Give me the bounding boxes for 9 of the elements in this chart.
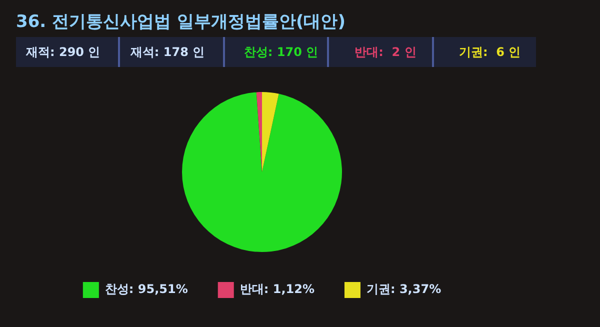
text: 반대: 2 인: [327, 37, 432, 67]
text: 재적: 290 인: [25, 44, 102, 60]
text: 찬성: 170 인: [222, 37, 328, 67]
legend-label: 기권: 3,37%: [366, 282, 442, 296]
chart-title: 36. 전기통신사업법 일부개정법률안(대안): [16, 11, 346, 33]
legend-label: 찬성: 95,51%: [104, 282, 188, 296]
text: 기권: 6 인: [432, 37, 536, 67]
text: 재석: 178 인: [118, 37, 223, 67]
legend-label: 반대: 1,12%: [240, 282, 314, 296]
